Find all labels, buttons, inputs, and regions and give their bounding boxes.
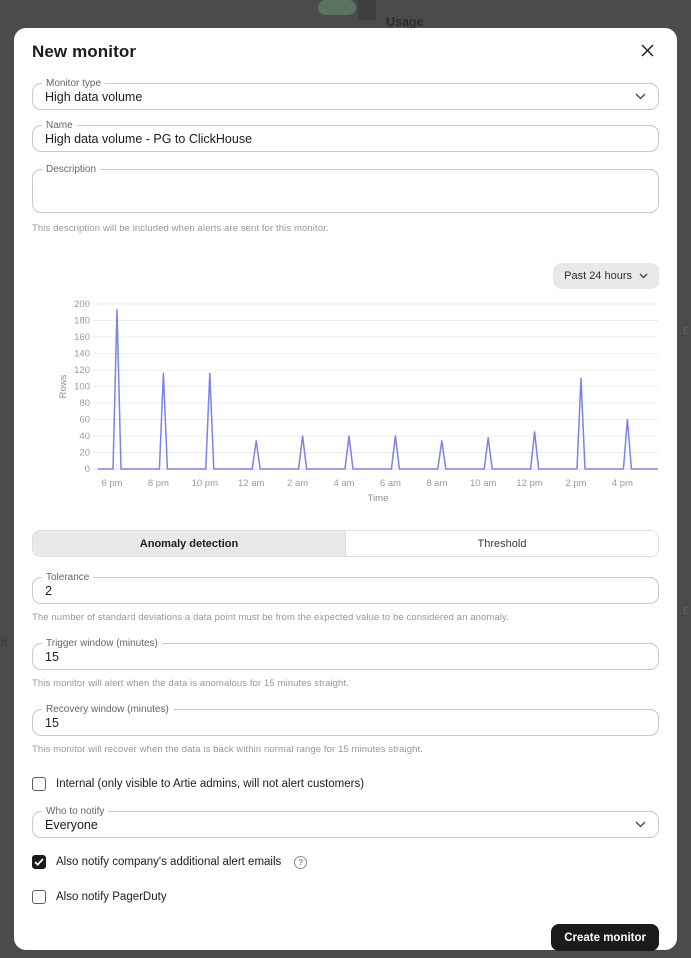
monitor-type-select[interactable]: Monitor type High data volume [32, 77, 659, 110]
description-label: Description [42, 163, 101, 176]
internal-checkbox-row[interactable]: Internal (only visible to Artie admins, … [32, 777, 659, 791]
recovery-window-field: Recovery window (minutes) [32, 703, 659, 736]
svg-text:100: 100 [74, 382, 90, 393]
svg-text:6 pm: 6 pm [101, 478, 122, 489]
trigger-window-input[interactable] [45, 649, 646, 664]
new-monitor-dialog: New monitor Monitor type High data volum… [14, 28, 677, 951]
who-to-notify-label: Who to notify [42, 805, 109, 818]
svg-text:4 pm: 4 pm [612, 478, 633, 489]
description-input[interactable] [45, 170, 646, 212]
background-text-fragment: h [1, 637, 8, 649]
pagerduty-checkbox[interactable] [32, 890, 46, 904]
dialog-footer: Create monitor [32, 924, 659, 951]
additional-emails-checkbox-row[interactable]: Also notify company's additional alert e… [32, 855, 659, 869]
svg-text:2 am: 2 am [287, 478, 308, 489]
trigger-window-helper: This monitor will alert when the data is… [32, 678, 349, 689]
close-icon [641, 44, 654, 60]
detection-mode-tabs: Anomaly detection Threshold [32, 530, 659, 557]
check-icon [34, 858, 44, 866]
name-label: Name [42, 119, 77, 132]
chevron-down-icon [639, 270, 648, 282]
dialog-header: New monitor [32, 40, 659, 64]
background-status-badge [318, 0, 356, 15]
trigger-window-label: Trigger window (minutes) [42, 637, 162, 650]
additional-emails-checkbox[interactable] [32, 855, 46, 869]
svg-text:12 pm: 12 pm [516, 478, 542, 489]
create-monitor-button[interactable]: Create monitor [551, 924, 659, 951]
svg-text:Rows: Rows [58, 374, 69, 398]
time-range-button[interactable]: Past 24 hours [553, 263, 659, 289]
svg-text:10 pm: 10 pm [192, 478, 218, 489]
svg-text:40: 40 [79, 431, 90, 442]
svg-text:180: 180 [74, 316, 90, 327]
svg-text:0: 0 [85, 464, 90, 475]
description-helper: This description will be included when a… [32, 223, 329, 234]
close-button[interactable] [635, 40, 659, 64]
svg-text:4 am: 4 am [333, 478, 354, 489]
background-avatar [358, 0, 376, 20]
recovery-window-input[interactable] [45, 715, 646, 730]
svg-text:140: 140 [74, 349, 90, 360]
tolerance-field: Tolerance [32, 571, 659, 604]
svg-text:60: 60 [79, 415, 90, 426]
svg-text:8 am: 8 am [426, 478, 447, 489]
monitor-type-value: High data volume [45, 89, 143, 104]
internal-checkbox-label: Internal (only visible to Artie admins, … [56, 778, 365, 790]
svg-text:20: 20 [79, 448, 90, 459]
pagerduty-checkbox-row[interactable]: Also notify PagerDuty [32, 890, 659, 904]
svg-text:80: 80 [79, 398, 90, 409]
description-field: Description [32, 163, 659, 213]
who-to-notify-value: Everyone [45, 817, 98, 832]
who-to-notify-select[interactable]: Who to notify Everyone [32, 805, 659, 838]
svg-text:8 pm: 8 pm [148, 478, 169, 489]
svg-text:12 am: 12 am [238, 478, 264, 489]
help-icon[interactable]: ? [294, 855, 308, 869]
pagerduty-checkbox-label: Also notify PagerDuty [56, 891, 167, 903]
volume-chart: 0 20 40 60 80 100 120 140 160 180 200 6 pm 8 pm 10 pm… [56, 298, 659, 504]
svg-text:200: 200 [74, 299, 90, 310]
tolerance-helper: The number of standard deviations a data… [32, 612, 509, 623]
svg-text:160: 160 [74, 332, 90, 343]
tolerance-label: Tolerance [42, 571, 94, 584]
svg-text:120: 120 [74, 365, 90, 376]
recovery-window-helper: This monitor will recover when the data … [32, 744, 423, 755]
svg-text:10 am: 10 am [470, 478, 496, 489]
name-field: Name [32, 119, 659, 152]
svg-text:2 pm: 2 pm [565, 478, 586, 489]
svg-text:Time: Time [368, 493, 389, 504]
internal-checkbox[interactable] [32, 777, 46, 791]
monitor-type-label: Monitor type [42, 77, 106, 90]
tolerance-input[interactable] [45, 583, 646, 598]
trigger-window-field: Trigger window (minutes) [32, 637, 659, 670]
recovery-window-label: Recovery window (minutes) [42, 703, 173, 716]
additional-emails-checkbox-label: Also notify company's additional alert e… [56, 856, 282, 868]
background-text-fragment: E [683, 606, 690, 616]
tab-threshold[interactable]: Threshold [345, 531, 658, 556]
dialog-title: New monitor [32, 42, 137, 61]
chevron-down-icon [635, 93, 646, 100]
name-input[interactable] [45, 131, 646, 146]
time-range-label: Past 24 hours [564, 270, 632, 282]
chevron-down-icon [635, 821, 646, 828]
svg-text:6 am: 6 am [380, 478, 401, 489]
tab-anomaly-detection[interactable]: Anomaly detection [33, 531, 345, 556]
time-range-row: Past 24 hours [32, 263, 659, 289]
background-page-title: Usage [386, 15, 424, 29]
background-text-fragment: E [683, 326, 690, 336]
